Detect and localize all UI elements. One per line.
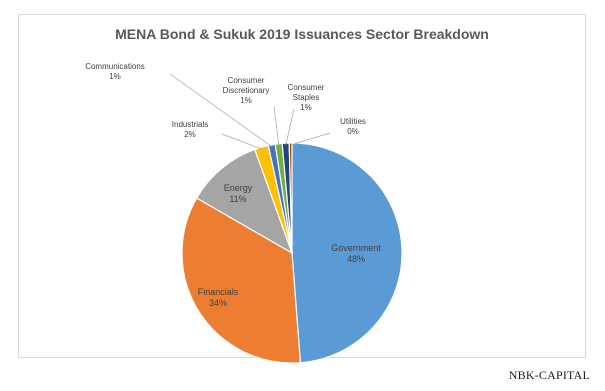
- slice-government: [291, 142, 403, 364]
- label-consumer-staples: Consumer Staples 1%: [288, 83, 325, 112]
- leader-line-consumer-discretionary: [273, 105, 280, 146]
- label-government: Government 48%: [331, 243, 381, 264]
- slice-labels: Government 48% Financials 34% Energy 11% Indus…: [85, 62, 381, 308]
- label-energy: Energy 11%: [224, 183, 253, 204]
- leader-line-industrials: [221, 133, 263, 150]
- nbk-capital-logo: NBK-CAPITAL: [508, 368, 590, 382]
- chart-title: MENA Bond & Sukuk 2019 Issuances Sector …: [115, 26, 489, 42]
- label-industrials: Industrials 2%: [172, 120, 208, 139]
- leader-line-consumer-staples: [285, 108, 295, 146]
- slice-energy: [195, 148, 294, 255]
- leader-line-utilities: [290, 132, 331, 146]
- label-financials: Financials 34%: [198, 287, 239, 308]
- leader-lines: [169, 73, 331, 150]
- pie-slices: [181, 142, 403, 364]
- label-communications: Communications 1%: [85, 62, 145, 81]
- label-consumer-discretionary: Consumer Discretionary 1%: [223, 76, 270, 105]
- leader-line-communications: [169, 73, 273, 148]
- slice-financials: [181, 197, 302, 364]
- slice-utilities: [288, 142, 293, 254]
- label-utilities: Utilities 0%: [340, 117, 366, 136]
